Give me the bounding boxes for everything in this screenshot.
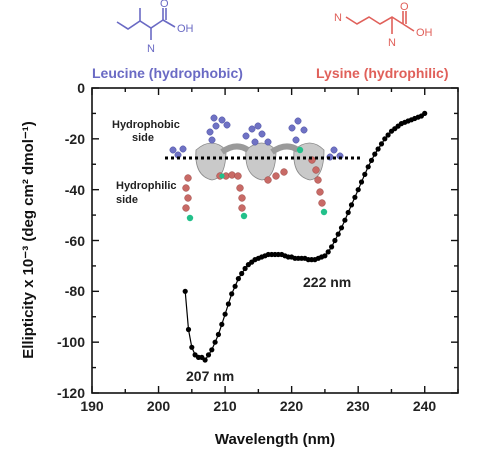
y-tick-label: -120 (57, 385, 85, 401)
data-point (242, 265, 248, 272)
x-tick-labels: 190 200 210 220 230 240 (80, 398, 436, 414)
data-point (202, 357, 208, 363)
helix-inset: Hydrophobic side Hydrophilic side (112, 114, 362, 222)
lysine-skeleton (345, 16, 404, 25)
data-point (335, 231, 341, 237)
x-tick-label: 190 (80, 398, 104, 414)
hydrophilic-residues (182, 156, 326, 212)
data-point (345, 209, 351, 216)
lysine-hydroxyl-bond (402, 23, 415, 32)
y-tick-label: -80 (65, 283, 85, 299)
y-tick-label: -40 (65, 182, 85, 198)
axis-ticks (91, 87, 459, 394)
data-point (372, 151, 378, 157)
x-tick-label: 240 (413, 398, 437, 414)
hydrophilic-side-label-line2: side (116, 194, 138, 206)
leucine-o-atom: O (160, 0, 169, 10)
data-point (382, 136, 388, 142)
data-point (205, 352, 212, 358)
x-tick-label: 230 (346, 398, 370, 414)
data-point (342, 217, 348, 223)
data-point (215, 331, 221, 338)
amine-end-atoms (186, 146, 328, 222)
x-tick-label: 220 (280, 398, 304, 414)
hydrophobic-side-label-line2: side (132, 132, 154, 144)
data-point (222, 311, 228, 317)
data-point (219, 321, 225, 327)
data-point (325, 249, 331, 255)
y-tick-label: -20 (65, 131, 85, 147)
annotation-222nm: 222 nm (303, 274, 351, 290)
cd-spectrum-points (182, 110, 428, 363)
data-point (235, 276, 241, 282)
data-point (329, 244, 335, 250)
leucine-oh-atom: OH (177, 23, 194, 35)
x-tick-label: 200 (147, 398, 171, 414)
helix-ribbon (195, 142, 325, 181)
data-point (338, 225, 345, 231)
data-point (385, 132, 391, 138)
annotation-207nm: 207 nm (186, 368, 234, 384)
lysine-n-atom: N (388, 37, 396, 49)
leucine-hydroxyl-bond (162, 19, 176, 28)
lysine-side-n-atom: N (334, 12, 342, 24)
y-tick-label: -60 (65, 233, 85, 249)
lysine-structure: N N OH O Lysine (hydrophilic) (316, 1, 449, 81)
data-point (209, 347, 215, 353)
y-tick-label: 0 (77, 80, 85, 96)
data-point (352, 194, 358, 200)
x-axis-title: Wavelength (nm) (215, 431, 335, 448)
hydrophilic-side-label-line1: Hydrophilic (116, 180, 177, 192)
y-axis-title: Ellipticity x 10⁻³ (deg cm² dmol⁻¹) (20, 121, 37, 359)
data-point (348, 202, 355, 208)
data-point (225, 301, 231, 307)
data-point (358, 179, 365, 185)
data-point (355, 187, 361, 193)
data-point (189, 344, 195, 350)
leucine-n-atom: N (147, 43, 155, 55)
data-point (239, 270, 245, 277)
lysine-label: Lysine (hydrophilic) (316, 65, 449, 81)
leucine-structure: N OH O Leucine (hydrophobic) (92, 0, 243, 81)
data-point (368, 157, 375, 163)
hydrophobic-side-label-line1: Hydrophobic (112, 119, 180, 131)
data-point (322, 253, 328, 259)
data-point (212, 339, 218, 345)
leucine-label: Leucine (hydrophobic) (92, 65, 243, 81)
lysine-o-atom: O (400, 1, 409, 13)
data-point (229, 291, 235, 297)
data-point (362, 171, 368, 177)
data-point (332, 237, 338, 244)
data-point (422, 110, 428, 116)
data-point (375, 146, 381, 152)
x-tick-label: 210 (213, 398, 237, 414)
data-point (185, 326, 192, 333)
leucine-skeleton (116, 19, 164, 30)
data-point (182, 288, 188, 294)
lysine-oh-atom: OH (416, 27, 433, 39)
data-point (365, 164, 371, 170)
data-point (232, 283, 238, 289)
data-point (378, 141, 385, 147)
y-tick-labels: 0 -20 -40 -60 -80 -100 -120 (57, 80, 85, 401)
y-tick-label: -100 (57, 334, 85, 350)
